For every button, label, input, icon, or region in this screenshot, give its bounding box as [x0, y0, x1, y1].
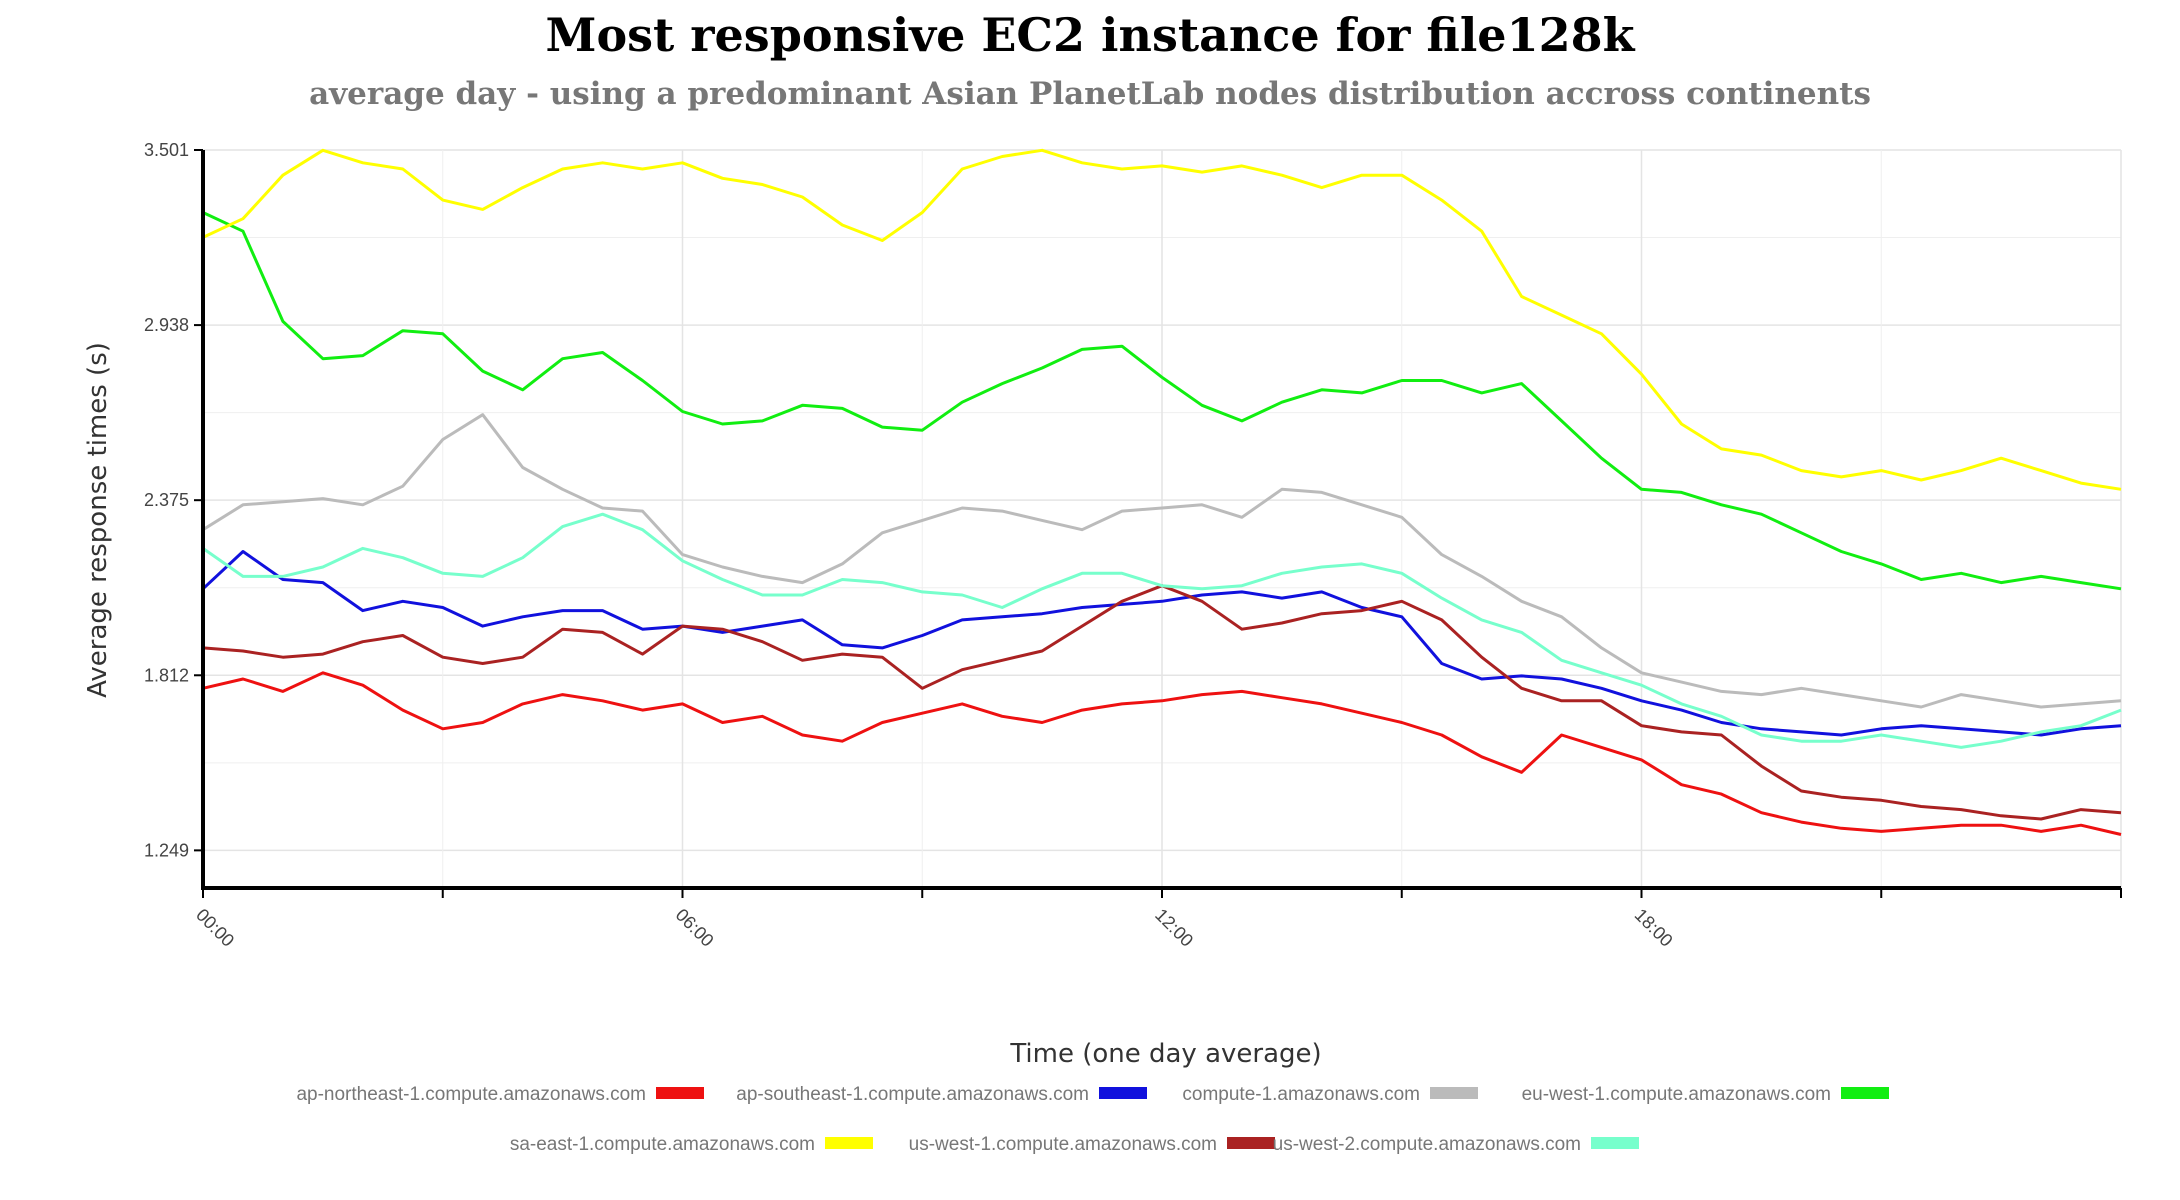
ticks: 1.249 1.812 2.375 2.938 3.501 00:00 06:00 12:00… [144, 140, 2122, 951]
legend-label: sa-east-1.compute.amazonaws.com [510, 1134, 815, 1155]
legend-swatch [656, 1087, 704, 1099]
legend: ap-northeast-1.compute.amazonaws.com ap-s… [296, 1084, 1889, 1155]
series-line-3 [202, 413, 2122, 709]
y-axis-label: Average response times (s) [83, 342, 113, 698]
x-tick-label: 12:00 [1151, 905, 1197, 951]
y-tick-label: 3.501 [144, 140, 189, 160]
y-tick-label: 1.249 [144, 840, 189, 860]
legend-swatch [1099, 1087, 1147, 1099]
legend-swatch [825, 1137, 873, 1149]
x-tick-label: 00:00 [192, 905, 238, 951]
legend-swatch [1841, 1087, 1889, 1099]
legend-label: eu-west-1.compute.amazonaws.com [1522, 1084, 1831, 1105]
x-tick-label: 18:00 [1631, 905, 1677, 951]
legend-label: us-west-2.compute.amazonaws.com [1273, 1134, 1581, 1155]
y-tick-label: 2.375 [144, 490, 189, 510]
axes [201, 150, 2121, 890]
legend-label: us-west-1.compute.amazonaws.com [909, 1134, 1217, 1155]
legend-label: compute-1.amazonaws.com [1182, 1084, 1420, 1105]
legend-swatch [1591, 1137, 1639, 1149]
y-tick-label: 2.938 [144, 315, 189, 335]
series-line-7 [202, 512, 2122, 749]
grid-lines [203, 149, 2122, 888]
chart-title: Most responsive EC2 instance for file128… [545, 8, 1635, 62]
x-axis-label: Time (one day average) [1009, 1039, 1321, 1069]
legend-swatch [1227, 1137, 1275, 1149]
legend-label: ap-southeast-1.compute.amazonaws.com [736, 1084, 1089, 1105]
series-lines [201, 148, 2122, 836]
series-line-2 [201, 550, 2122, 737]
x-tick-label: 06:00 [672, 905, 718, 951]
y-tick-label: 1.812 [144, 665, 189, 685]
legend-label: ap-northeast-1.compute.amazonaws.com [296, 1084, 646, 1105]
series-line-1 [202, 671, 2122, 836]
chart-subtitle: average day - using a predominant Asian … [309, 76, 1871, 112]
series-line-4 [202, 211, 2122, 591]
legend-swatch [1430, 1087, 1478, 1099]
series-line-5 [202, 148, 2122, 491]
